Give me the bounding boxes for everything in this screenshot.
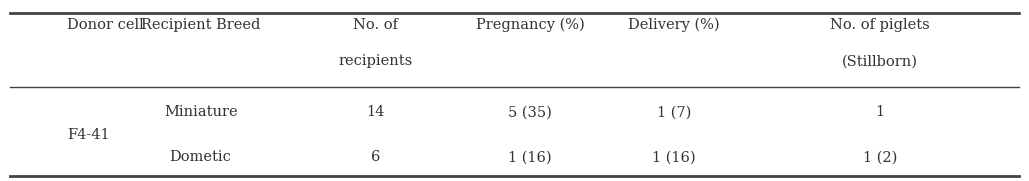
Text: 1 (2): 1 (2) xyxy=(862,150,897,165)
Text: Donor cell: Donor cell xyxy=(67,18,144,32)
Text: 1 (7): 1 (7) xyxy=(657,105,691,119)
Text: 6: 6 xyxy=(370,150,381,165)
Text: recipients: recipients xyxy=(339,54,413,68)
Text: No. of: No. of xyxy=(353,18,398,32)
Text: No. of piglets: No. of piglets xyxy=(830,18,929,32)
Text: Miniature: Miniature xyxy=(164,105,238,119)
Text: Delivery (%): Delivery (%) xyxy=(628,18,720,33)
Text: 1 (16): 1 (16) xyxy=(508,150,552,165)
Text: Dometic: Dometic xyxy=(170,150,232,165)
Text: F4-41: F4-41 xyxy=(67,128,109,142)
Text: 14: 14 xyxy=(366,105,385,119)
Text: Recipient Breed: Recipient Breed xyxy=(141,18,260,32)
Text: 1 (16): 1 (16) xyxy=(652,150,696,165)
Text: Pregnancy (%): Pregnancy (%) xyxy=(475,18,584,33)
Text: 1: 1 xyxy=(876,105,884,119)
Text: 5 (35): 5 (35) xyxy=(508,105,552,119)
Text: (Stillborn): (Stillborn) xyxy=(842,54,918,68)
